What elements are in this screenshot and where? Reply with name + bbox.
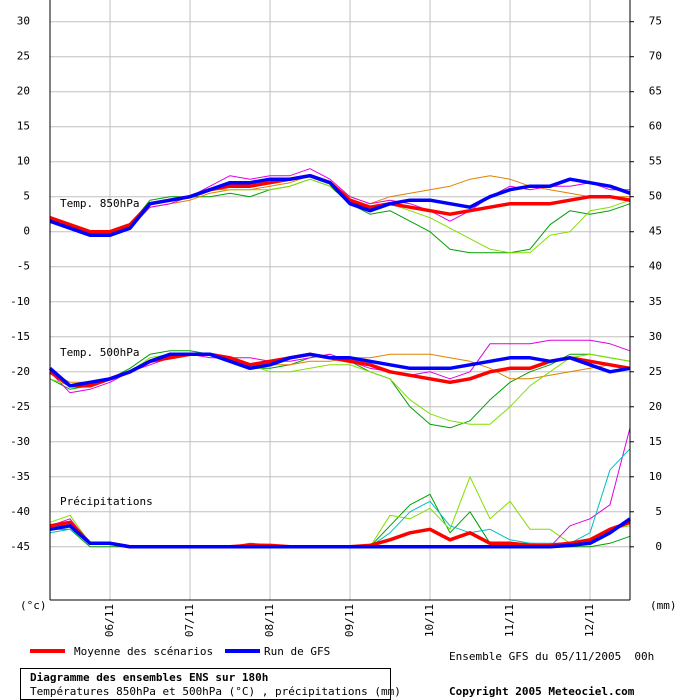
y2-tick-label: 40 [649, 260, 662, 273]
legend-label: Moyenne des scénarios [74, 645, 213, 658]
x-tick-label: 08/11 [263, 604, 276, 637]
y2-tick-label: 50 [649, 190, 662, 203]
y2-tick-label: 35 [649, 295, 662, 308]
x-tick-label: 10/11 [423, 604, 436, 637]
y2-tick-label: 5 [655, 505, 662, 518]
chart-subtitle: Températures 850hPa et 500hPa (°C) , pré… [30, 685, 401, 698]
y2-tick-label: 10 [649, 470, 662, 483]
y2-tick-label: 65 [649, 85, 662, 98]
y2-tick-label: 55 [649, 155, 662, 168]
y-tick-label: 10 [17, 155, 30, 168]
y-tick-label: 15 [17, 120, 30, 133]
annotation: Temp. 500hPa [60, 346, 139, 359]
y2-tick-label: 45 [649, 225, 662, 238]
y-tick-label: -15 [10, 330, 30, 343]
x-tick-label: 07/11 [183, 604, 196, 637]
x-tick-label: 12/11 [583, 604, 596, 637]
y2-tick-label: 70 [649, 50, 662, 63]
series-line [49, 168, 630, 236]
y-tick-label: -35 [10, 470, 30, 483]
y-tick-label: -30 [10, 435, 30, 448]
y-tick-label: 5 [23, 190, 30, 203]
y-tick-label: -10 [10, 295, 30, 308]
y-tick-label: -45 [10, 540, 30, 553]
series-line [49, 173, 631, 237]
y2-tick-label: 25 [649, 365, 662, 378]
y-tick-label: 20 [17, 85, 30, 98]
copyright: Copyright 2005 Meteociel.com [449, 685, 635, 698]
series-line [49, 517, 632, 549]
y2-tick-label: 75 [649, 15, 662, 28]
series-line [48, 352, 631, 388]
grid [50, 0, 630, 600]
y-tick-label: 30 [17, 15, 30, 28]
legend-label: Run de GFS [264, 645, 330, 658]
annotation: Précipitations [60, 495, 153, 508]
y2-tick-label: 0 [655, 540, 662, 553]
chart-title: Diagramme des ensembles ENS sur 180h [30, 671, 268, 684]
y2-tick-label: 30 [649, 330, 662, 343]
y2-tick-label: 15 [649, 435, 662, 448]
y-tick-label: -5 [17, 260, 30, 273]
x-tick-label: 06/11 [103, 604, 116, 637]
x-tick-label: 09/11 [343, 604, 356, 637]
x-tick-label: 11/11 [503, 604, 516, 637]
y2-label: (mm) [650, 599, 677, 612]
y-tick-label: -25 [10, 400, 30, 413]
annotation: Temp. 850hPa [60, 197, 139, 210]
series-line [49, 353, 631, 425]
y-label: (°c) [20, 599, 47, 612]
y2-tick-label: 20 [649, 400, 662, 413]
y-tick-label: 0 [23, 225, 30, 238]
lines [48, 168, 632, 549]
run-info: Ensemble GFS du 05/11/2005 00h [449, 650, 654, 663]
y-tick-label: -20 [10, 365, 30, 378]
y-tick-label: -40 [10, 505, 30, 518]
y2-tick-label: 60 [649, 120, 662, 133]
y-tick-label: 25 [17, 50, 30, 63]
